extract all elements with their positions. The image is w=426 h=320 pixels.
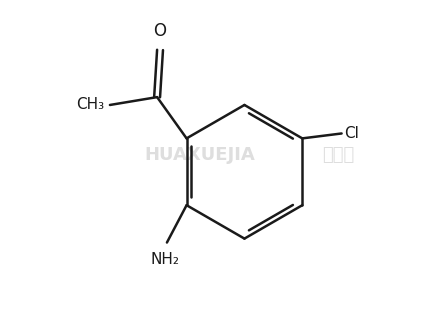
Text: CH₃: CH₃ [76, 98, 104, 112]
Text: 化学加: 化学加 [322, 146, 354, 164]
Text: NH₂: NH₂ [150, 252, 179, 268]
Text: O: O [153, 22, 167, 40]
Text: HUAXUEJIA: HUAXUEJIA [145, 146, 256, 164]
Text: Cl: Cl [345, 126, 360, 141]
